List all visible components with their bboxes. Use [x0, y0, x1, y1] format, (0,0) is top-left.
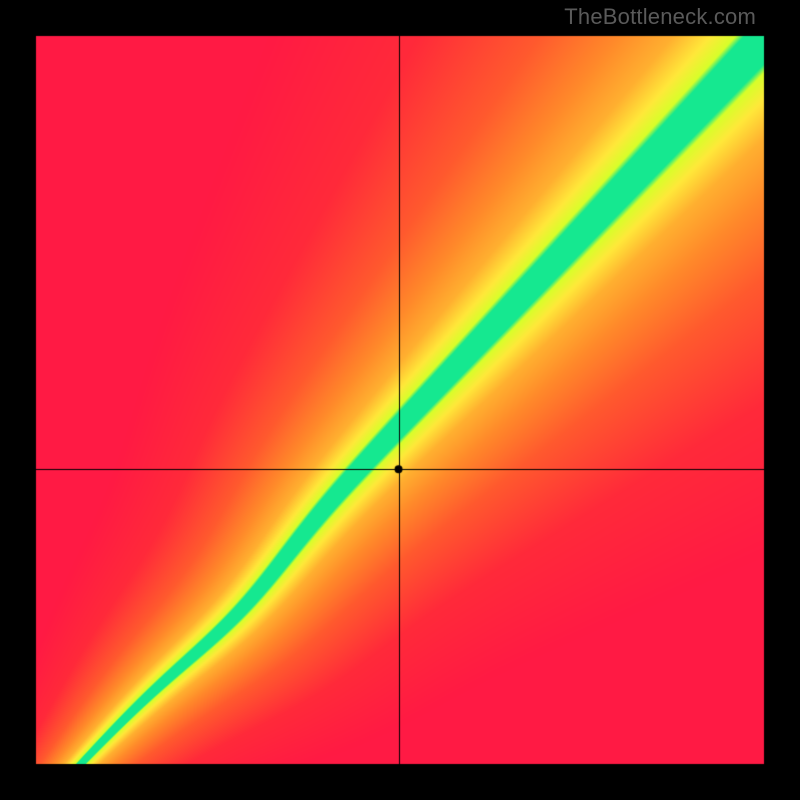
heatmap-canvas — [0, 0, 800, 800]
watermark-label: TheBottleneck.com — [564, 4, 756, 30]
chart-container: TheBottleneck.com — [0, 0, 800, 800]
